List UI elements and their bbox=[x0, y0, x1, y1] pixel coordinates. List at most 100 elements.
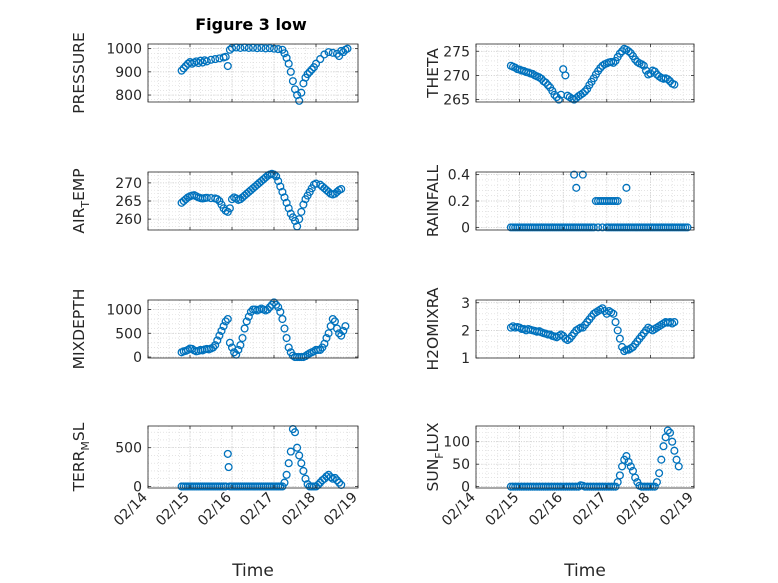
data-point bbox=[324, 48, 333, 57]
data-point bbox=[335, 478, 344, 487]
data-point bbox=[552, 93, 561, 102]
data-point bbox=[282, 333, 291, 343]
data-point bbox=[339, 326, 348, 335]
y-axis-label-main: SUN bbox=[424, 459, 442, 492]
data-point bbox=[578, 89, 587, 98]
y-tick-label: 2 bbox=[461, 323, 470, 339]
data-point bbox=[202, 57, 211, 66]
data-point bbox=[257, 43, 266, 52]
data-point bbox=[219, 322, 228, 331]
data-point bbox=[224, 463, 233, 472]
x-tick-label: 02/19 bbox=[321, 490, 361, 530]
data-point bbox=[290, 428, 300, 437]
data-point bbox=[343, 44, 352, 53]
data-point bbox=[244, 43, 253, 52]
data-point bbox=[589, 223, 598, 232]
y-tick-label: 0.2 bbox=[448, 194, 470, 210]
data-point bbox=[659, 442, 668, 451]
data-point bbox=[655, 469, 664, 478]
y-tick-label: 500 bbox=[115, 326, 142, 342]
x-tick-label: 02/19 bbox=[657, 490, 697, 530]
grid bbox=[475, 300, 695, 359]
data-point bbox=[337, 331, 346, 340]
data-point bbox=[234, 345, 243, 354]
data-point bbox=[322, 333, 331, 343]
data-point bbox=[650, 482, 659, 491]
data-point bbox=[316, 55, 325, 64]
data-point bbox=[211, 55, 220, 64]
y-tick-label: 900 bbox=[115, 65, 142, 81]
y-tick-label: 0 bbox=[461, 220, 470, 236]
y-tick-label: 0 bbox=[133, 350, 142, 366]
x-tick-label: 02/15 bbox=[153, 490, 193, 530]
data-point bbox=[280, 49, 289, 58]
figure-title: Figure 3 low bbox=[195, 15, 307, 34]
data-point bbox=[278, 482, 287, 491]
data-point bbox=[223, 61, 232, 71]
data-point bbox=[609, 58, 618, 67]
data-point bbox=[570, 170, 579, 179]
data-point bbox=[611, 56, 620, 65]
data-point bbox=[615, 49, 624, 58]
data-point bbox=[274, 45, 283, 54]
data-point bbox=[276, 307, 285, 316]
data-point bbox=[274, 303, 283, 312]
data-point bbox=[215, 331, 224, 340]
data-point bbox=[230, 348, 239, 357]
y-axis-label-main: H2OMIXRA bbox=[424, 287, 442, 370]
data-point bbox=[670, 318, 679, 327]
data-point bbox=[269, 298, 279, 307]
data-point bbox=[639, 61, 648, 70]
series-theta bbox=[506, 44, 679, 104]
data-point bbox=[311, 59, 321, 68]
data-point bbox=[303, 70, 312, 79]
data-point bbox=[541, 78, 550, 87]
data-point bbox=[282, 470, 291, 479]
data-point bbox=[217, 326, 226, 335]
data-point bbox=[624, 47, 633, 56]
data-point bbox=[622, 183, 631, 192]
data-point bbox=[572, 183, 581, 192]
data-point bbox=[297, 207, 306, 216]
data-point bbox=[240, 324, 249, 333]
data-point bbox=[615, 334, 624, 343]
data-point bbox=[320, 50, 329, 59]
data-point bbox=[202, 193, 211, 202]
y-axis-label: MIXDEPTH bbox=[70, 289, 88, 370]
y-axis-label-main: RAINFALL bbox=[424, 164, 442, 237]
y-tick-label: 265 bbox=[115, 194, 142, 210]
data-point bbox=[307, 65, 316, 74]
y-axis-label: THETA bbox=[424, 48, 442, 99]
data-point bbox=[236, 43, 245, 52]
y-tick-label: 270 bbox=[115, 176, 142, 192]
y-tick-label: 0 bbox=[461, 480, 470, 496]
data-point bbox=[311, 179, 321, 188]
x-tick-label: 02/16 bbox=[195, 489, 235, 529]
grid bbox=[475, 426, 695, 488]
data-point bbox=[225, 204, 234, 213]
data-point bbox=[626, 462, 635, 471]
series-air-temp bbox=[177, 169, 346, 231]
y-tick-label: 3 bbox=[461, 296, 470, 312]
data-point bbox=[613, 326, 622, 335]
data-point bbox=[324, 329, 333, 338]
data-point bbox=[670, 446, 679, 455]
series-rainfall bbox=[506, 170, 692, 232]
axes-box bbox=[147, 43, 359, 103]
y-axis-label-main: AIR bbox=[70, 207, 88, 233]
y-axis-label-sub: T bbox=[79, 201, 92, 209]
y-axis-label-main: MIXDEPTH bbox=[70, 289, 88, 370]
data-point bbox=[253, 44, 262, 53]
x-axis-label: Time bbox=[563, 561, 606, 581]
data-point bbox=[177, 66, 186, 75]
subplot-terr-msl: 0 500 02/14 02/15 02/16 02/17 02/18 02/19 Time TE… bbox=[70, 422, 361, 581]
data-point bbox=[213, 336, 222, 345]
data-point bbox=[293, 443, 302, 452]
subplot-rainfall: 0 0.2 0.4 RAINFALL bbox=[424, 164, 695, 237]
data-point bbox=[332, 476, 342, 485]
data-point bbox=[198, 58, 207, 67]
series-terr-msl bbox=[177, 425, 346, 491]
data-point bbox=[543, 81, 552, 90]
